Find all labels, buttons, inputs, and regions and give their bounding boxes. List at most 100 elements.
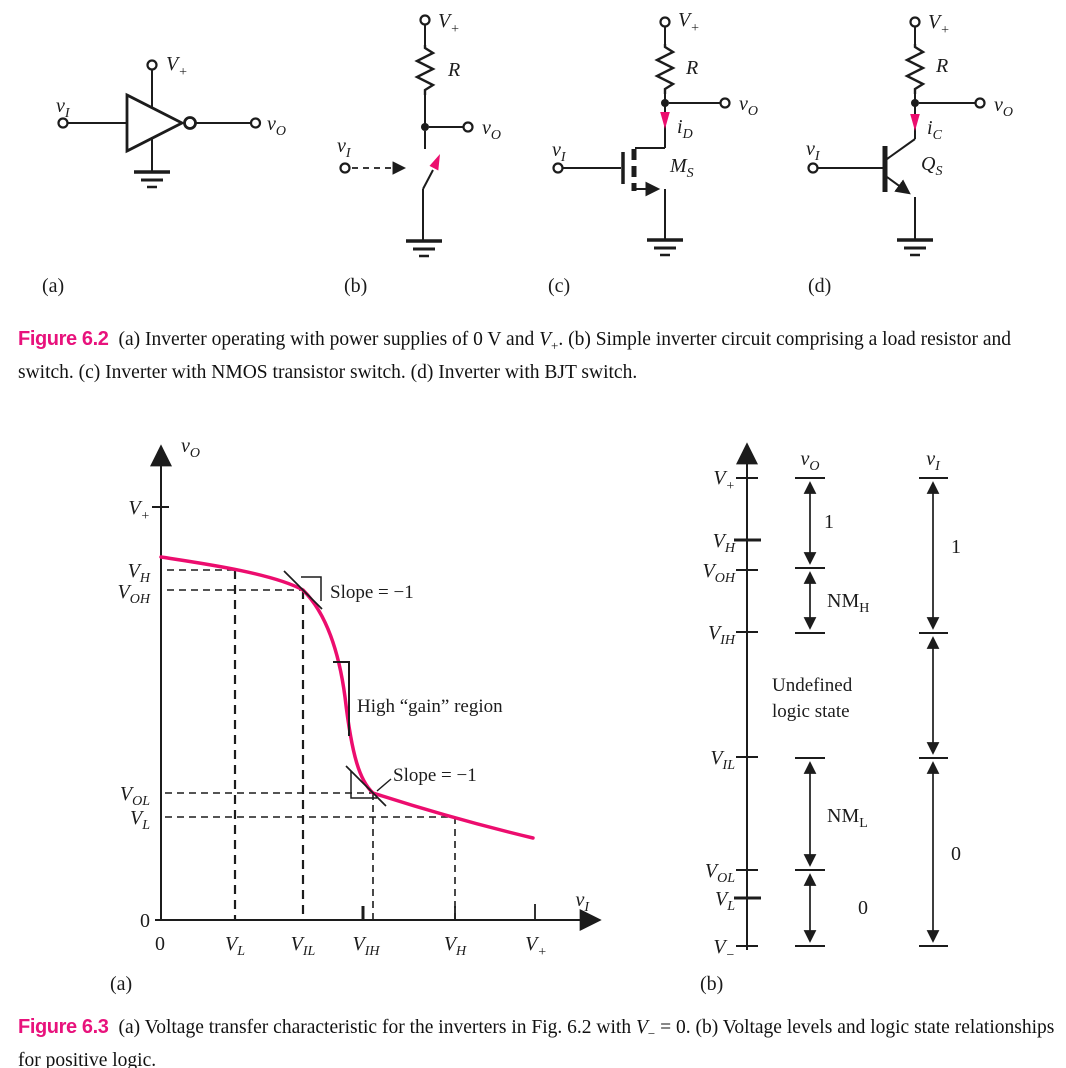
vtc-xaxis-tick-labels: 0 VL VIL VIH VH V+ <box>155 933 547 960</box>
vo-one-label: 1 <box>824 511 834 533</box>
switch-motion-arrow-icon <box>429 154 440 171</box>
xlabel-vih: VIH <box>353 933 381 959</box>
vo-column <box>795 477 825 947</box>
graph-tag-a: (a) <box>110 973 132 995</box>
figure-6-3-label: Figure 6.3 <box>18 1016 109 1038</box>
label-vO-c: vO <box>739 93 758 119</box>
vtc-xaxis-label: vI <box>575 889 590 915</box>
vo-nmh-label: NMH <box>827 590 869 616</box>
inverter-triangle-icon <box>125 92 186 154</box>
xlabel-zero: 0 <box>155 933 165 955</box>
drain-current-arrow-icon <box>660 112 670 129</box>
output-terminal <box>462 121 474 133</box>
vtc-axes <box>150 444 602 931</box>
panel-tag-a: (a) <box>42 275 64 297</box>
output-terminal <box>719 97 731 109</box>
figure-6-2-label: Figure 6.2 <box>18 328 109 350</box>
slope1-label: Slope = −1 <box>330 582 414 603</box>
ylabel-vplus: V+ <box>128 497 150 524</box>
levels-tag-b: (b) <box>700 973 723 995</box>
xlabel-vil: VIL <box>291 933 316 959</box>
input-terminal <box>552 162 564 174</box>
label-R-d: R <box>935 55 948 77</box>
xlabel-vplus: V+ <box>525 933 547 960</box>
inversion-bubble-icon <box>183 116 197 130</box>
bjt-collector-lead <box>886 138 916 160</box>
high-gain-label: High “gain” region <box>357 696 503 717</box>
node-dot <box>421 123 429 131</box>
caption-6-2-math-sub: + <box>551 337 559 353</box>
vo-column-header: vO <box>800 448 819 474</box>
vi-column-header: vI <box>926 448 941 474</box>
switch-blade <box>422 169 434 190</box>
slope2-leader-line <box>376 778 392 792</box>
figure-6-3-caption: Figure 6.3 (a) Voltage transfer character… <box>18 1014 1060 1068</box>
slope2-label: Slope = −1 <box>393 765 477 786</box>
vplus-terminal <box>909 16 921 28</box>
levels-axis <box>734 442 761 950</box>
vo-nml-label: NML <box>827 805 868 831</box>
caption-6-3-math-sub: − <box>647 1025 656 1041</box>
high-gain-bracket <box>333 661 350 736</box>
right-angle-mark-1 <box>301 576 322 601</box>
xlabel-vh: VH <box>444 933 467 959</box>
label-vO-b: vO <box>482 117 501 143</box>
undefined-line1: Undefined <box>772 675 853 696</box>
label-vplus-c: V+ <box>678 9 700 36</box>
ylabel-vl: VL <box>130 807 150 833</box>
label-vO-d: vO <box>994 94 1013 120</box>
panel-tag-b: (b) <box>344 275 367 297</box>
circuit-d-bjt-inverter <box>807 16 986 257</box>
xlabel-vl: VL <box>225 933 245 959</box>
bjt-emitter-arrow <box>886 176 911 195</box>
circuit-c-nmos-inverter <box>552 16 731 257</box>
caption-6-3-equals: = 0 <box>655 1017 686 1038</box>
vtc-curve <box>159 555 535 840</box>
levels-axis-labels: V+ VH VOH VIH VIL VOL VL V− <box>703 467 736 963</box>
label-MS: MS <box>669 155 694 181</box>
collector-current-arrow-icon <box>910 114 920 131</box>
vplus-terminal <box>659 16 671 28</box>
vo-zero-label: 0 <box>858 897 868 919</box>
caption-6-2-text-after: . (b) Simple inverter circuit comprising… <box>18 329 1012 383</box>
panel-tag-c: (c) <box>548 275 570 297</box>
output-terminal <box>974 97 986 109</box>
vtc-dashed-guides <box>165 569 456 920</box>
caption-6-3-math-base: V <box>635 1017 648 1038</box>
caption-6-3-text-before: (a) Voltage transfer characteristic for … <box>118 1017 636 1038</box>
label-vplus-a: V+ <box>166 53 188 80</box>
right-angle-mark-2 <box>350 771 377 799</box>
caption-6-2-text-before: (a) Inverter operating with power suppli… <box>118 329 540 350</box>
tangent-line-2 <box>345 765 387 807</box>
caption-6-3-text-after: . (b) Voltage levels and logic state rel… <box>18 1017 1055 1068</box>
tangent-line-1 <box>283 570 323 610</box>
label-vO-a: vO <box>267 113 286 139</box>
ground-icon <box>132 170 172 189</box>
figure-6-2-caption: Figure 6.2 (a) Inverter operating with po… <box>18 326 1060 386</box>
ground-icon <box>404 239 444 258</box>
input-terminal <box>57 117 69 129</box>
level-vl: VL <box>715 888 735 914</box>
resistor-icon <box>414 45 436 95</box>
level-vih: VIH <box>708 622 736 648</box>
label-vI-d: vI <box>806 138 821 164</box>
ground-icon <box>895 238 935 257</box>
label-QS: QS <box>921 153 942 179</box>
vplus-terminal <box>419 14 431 26</box>
ground-icon <box>645 238 685 257</box>
level-vol: VOL <box>705 860 735 886</box>
label-vI-c: vI <box>552 139 567 165</box>
label-iD: iD <box>677 116 693 142</box>
input-terminal <box>339 162 351 174</box>
caption-6-2-math-base: V <box>539 329 551 350</box>
vi-one-label: 1 <box>951 536 961 558</box>
label-vI-a: vI <box>56 95 71 121</box>
undefined-line2: logic state <box>772 701 850 722</box>
resistor-icon <box>904 44 926 94</box>
input-terminal <box>807 162 819 174</box>
label-vplus-d: V+ <box>928 11 950 38</box>
level-vil: VIL <box>710 747 735 773</box>
vi-zero-label: 0 <box>951 843 961 865</box>
ylabel-vol: VOL <box>120 783 150 809</box>
